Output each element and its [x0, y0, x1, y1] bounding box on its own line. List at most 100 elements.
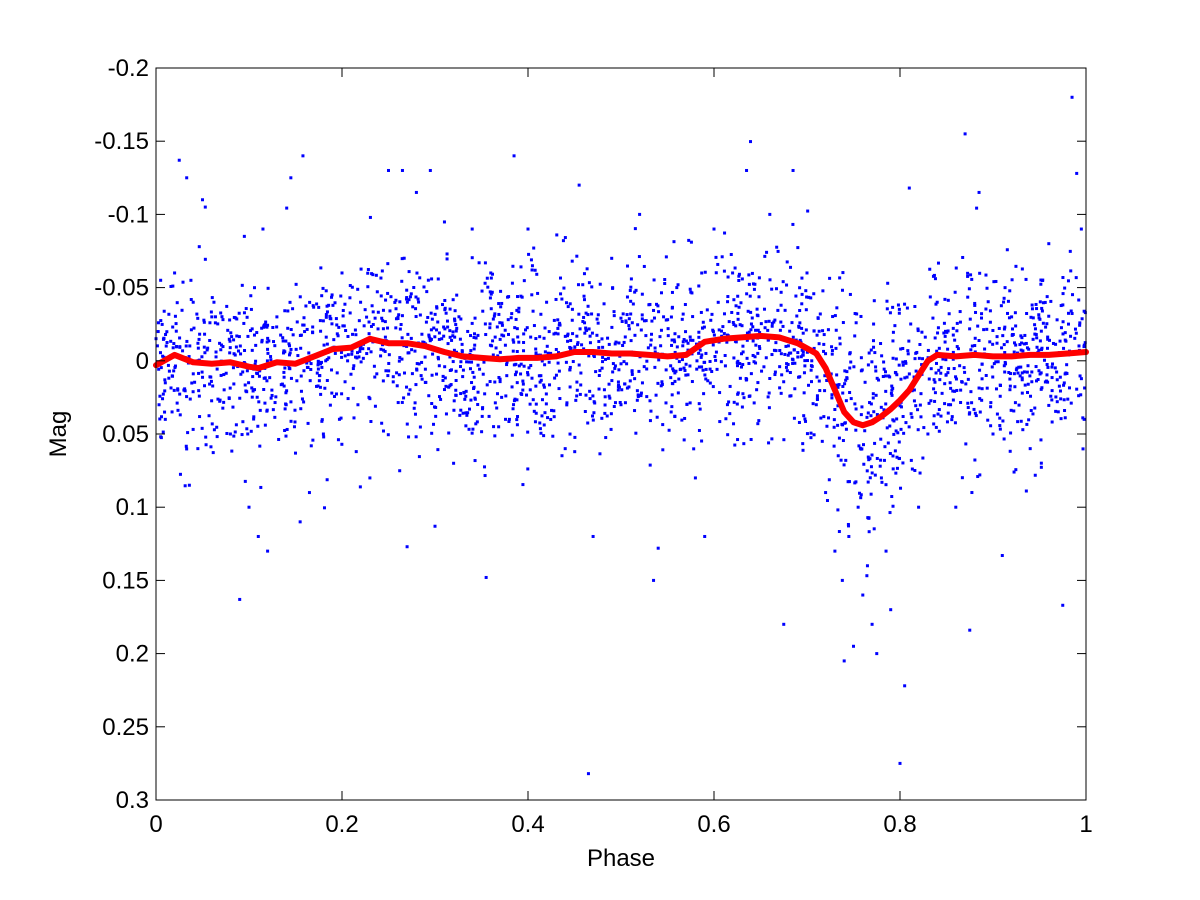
- scatter-point: [474, 336, 478, 340]
- scatter-point: [1014, 324, 1018, 328]
- scatter-point: [264, 320, 268, 324]
- scatter-point: [235, 334, 239, 338]
- scatter-point: [400, 257, 404, 261]
- scatter-point: [765, 250, 769, 254]
- scatter-point: [728, 384, 732, 388]
- scatter-point: [1054, 395, 1058, 399]
- scatter-point: [394, 326, 398, 330]
- scatter-point: [238, 597, 242, 601]
- scatter-point: [557, 387, 561, 391]
- scatter-point: [704, 377, 708, 381]
- scatter-point: [473, 459, 477, 463]
- scatter-point: [642, 264, 646, 268]
- scatter-point: [604, 357, 608, 361]
- scatter-point: [576, 283, 580, 287]
- scatter-point: [352, 416, 356, 420]
- scatter-point: [511, 338, 515, 342]
- scatter-point: [488, 322, 492, 326]
- scatter-point: [650, 332, 654, 336]
- scatter-point: [493, 434, 497, 438]
- scatter-point: [266, 336, 270, 340]
- scatter-point: [891, 330, 895, 334]
- scatter-point: [626, 264, 630, 268]
- scatter-point: [509, 316, 513, 320]
- scatter-point: [749, 140, 753, 144]
- scatter-point: [328, 314, 332, 318]
- scatter-point: [299, 389, 303, 393]
- scatter-point: [316, 363, 320, 367]
- scatter-point: [976, 324, 980, 328]
- scatter-point: [470, 360, 474, 364]
- scatter-point: [583, 410, 587, 414]
- scatter-point: [773, 370, 777, 374]
- scatter-point: [805, 350, 809, 354]
- scatter-point: [753, 355, 757, 359]
- mean-curve-line: [153, 332, 1089, 429]
- scatter-point: [429, 328, 433, 332]
- scatter-point: [584, 328, 588, 332]
- scatter-point: [919, 392, 923, 396]
- scatter-point: [805, 295, 809, 299]
- scatter-point: [428, 168, 432, 172]
- scatter-point: [386, 374, 390, 378]
- scatter-point: [918, 471, 922, 475]
- scatter-point: [745, 168, 749, 172]
- scatter-point: [351, 386, 355, 390]
- scatter-point: [521, 379, 525, 383]
- scatter-point: [825, 424, 829, 428]
- scatter-point: [476, 403, 480, 407]
- scatter-point: [191, 372, 195, 376]
- scatter-point: [559, 276, 563, 280]
- scatter-point: [811, 402, 815, 406]
- scatter-point: [843, 369, 847, 373]
- scatter-point: [666, 334, 670, 338]
- scatter-point: [633, 227, 637, 231]
- scatter-point: [915, 350, 919, 354]
- scatter-point: [336, 438, 340, 442]
- scatter-point: [968, 628, 972, 632]
- scatter-point: [394, 307, 398, 311]
- scatter-point: [838, 276, 842, 280]
- scatter-point: [854, 428, 858, 432]
- scatter-point: [793, 361, 797, 365]
- scatter-point: [798, 321, 802, 325]
- scatter-point: [448, 368, 452, 372]
- scatter-point: [562, 286, 566, 290]
- scatter-point: [319, 329, 323, 333]
- scatter-point: [1083, 386, 1087, 390]
- scatter-point: [988, 340, 992, 344]
- scatter-point: [333, 351, 337, 355]
- scatter-point: [998, 383, 1002, 387]
- scatter-point: [879, 342, 883, 346]
- scatter-point: [796, 351, 800, 355]
- scatter-point: [539, 374, 543, 378]
- scatter-point: [433, 405, 437, 409]
- scatter-point: [768, 212, 772, 216]
- scatter-point: [822, 342, 826, 346]
- scatter-point: [512, 399, 516, 403]
- scatter-point: [833, 549, 837, 553]
- x-tick-label: 0: [149, 811, 162, 838]
- scatter-point: [866, 455, 870, 459]
- scatter-point: [1039, 282, 1043, 286]
- scatter-point: [515, 418, 519, 422]
- scatter-point: [193, 380, 197, 384]
- scatter-point: [316, 367, 320, 371]
- scatter-point: [324, 335, 328, 339]
- scatter-point: [750, 271, 754, 275]
- scatter-point: [480, 430, 484, 434]
- scatter-point: [226, 328, 230, 332]
- scatter-point: [1068, 249, 1072, 253]
- scatter-point: [543, 350, 547, 354]
- scatter-point: [493, 312, 497, 316]
- scatter-point: [1063, 409, 1067, 413]
- scatter-point: [762, 307, 766, 311]
- scatter-point: [699, 310, 703, 314]
- scatter-point: [883, 374, 887, 378]
- scatter-point: [398, 327, 402, 331]
- scatter-point: [366, 268, 370, 272]
- scatter-point: [300, 397, 304, 401]
- scatter-point: [289, 376, 293, 380]
- scatter-point: [547, 360, 551, 364]
- scatter-point: [299, 374, 303, 378]
